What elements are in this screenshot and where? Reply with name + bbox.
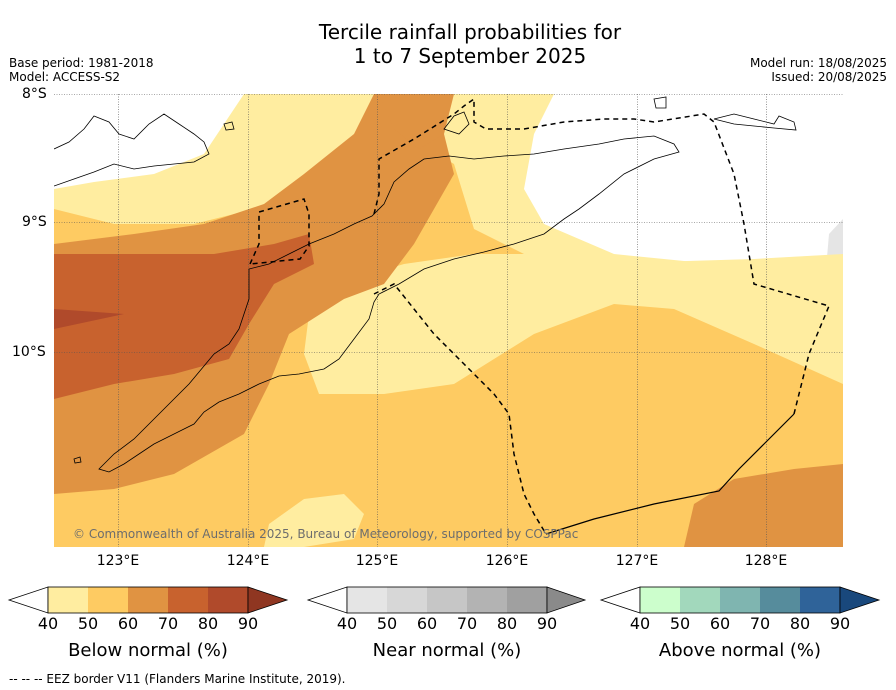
near-normal-tick-label: 60: [416, 614, 438, 633]
prob-band-60-70-southeast: [684, 464, 843, 547]
map-title-line1: Tercile rainfall probabilities for: [318, 20, 622, 44]
lon-label-126e: 126°E: [485, 553, 529, 569]
near-normal-colorbar-segment: [467, 587, 507, 613]
coastline-islet-4: [73, 456, 82, 464]
copyright-notice: © Commonwealth of Australia 2025, Bureau…: [73, 527, 579, 541]
near-normal-colorbar-segment: [387, 587, 427, 613]
below-normal-colorbar-title: Below normal (%): [68, 640, 228, 661]
above-normal-tick-label: 50: [669, 614, 691, 633]
lat-label-9s: 9°S: [22, 214, 47, 230]
lat-label-10s: 10°S: [12, 344, 46, 360]
below-normal-tick-label: 60: [117, 614, 139, 633]
below-normal-colorbar-segment: [128, 587, 168, 613]
prob-band-80-90: [54, 309, 124, 329]
lon-label-123e: 123°E: [96, 553, 140, 569]
near-normal-tick-label: 90: [536, 614, 558, 633]
above-normal-colorbar-segment: [800, 587, 840, 613]
above-normal-colorbar-segment: [640, 587, 680, 613]
no-signal-region-west: [54, 94, 244, 189]
eez-footnote: -- -- -- EEZ border V11 (Flanders Marine…: [9, 672, 346, 686]
eez-border-south: [373, 283, 547, 535]
near-normal-colorbar-under: [306, 586, 348, 614]
near-normal-colorbar-segment: [427, 587, 467, 613]
above-normal-tick-label: 70: [749, 614, 771, 633]
near-normal-tick-label: 40: [336, 614, 358, 633]
map-title-line2: 1 to 7 September 2025: [353, 44, 587, 68]
below-normal-colorbar-segment: [208, 587, 248, 613]
coastline-islands-east: [713, 113, 797, 131]
below-normal-tick-label: 50: [77, 614, 99, 633]
above-normal-colorbar-segment: [720, 587, 760, 613]
forecast-map: [54, 94, 843, 547]
colorbar-legend: [7, 586, 881, 614]
below-normal-colorbar-over: [247, 586, 289, 614]
near-normal-tick-label: 80: [496, 614, 518, 633]
near-normal-colorbar-title: Near normal (%): [372, 640, 522, 661]
lat-label-8s: 8°S: [22, 86, 47, 102]
below-normal-colorbar-under: [7, 586, 49, 614]
above-normal-colorbar-segment: [760, 587, 800, 613]
prob-band-60-70-northpatch: [379, 94, 454, 149]
below-normal-tick-label: 70: [157, 614, 179, 633]
coastline-islet-1: [443, 111, 470, 135]
above-normal-colorbar-title: Above normal (%): [658, 640, 822, 661]
below-normal-tick-label: 40: [37, 614, 59, 633]
above-normal-tick-label: 60: [709, 614, 731, 633]
above-normal-tick-label: 40: [629, 614, 651, 633]
below-normal-colorbar-segment: [168, 587, 208, 613]
coastline-north-islands: [54, 113, 210, 187]
near-normal-colorbar-segment: [507, 587, 547, 613]
below-normal-colorbar-segment: [48, 587, 88, 613]
lon-label-125e: 125°E: [355, 553, 399, 569]
above-normal-colorbar-segment: [680, 587, 720, 613]
lon-label-124e: 124°E: [226, 553, 270, 569]
prob-band-40-50-south: [264, 494, 364, 547]
near-normal-tick-label: 50: [376, 614, 398, 633]
coastline-timor: [98, 135, 680, 473]
below-normal-tick-label: 90: [237, 614, 259, 633]
above-normal-tick-label: 90: [829, 614, 851, 633]
model-text: Model: ACCESS-S2: [9, 70, 121, 84]
coastline-islet-3: [223, 121, 235, 131]
no-signal-region-east: [524, 94, 843, 269]
lon-label-127e: 127°E: [615, 553, 659, 569]
near-normal-tick-label: 70: [456, 614, 478, 633]
near-normal-colorbar-over: [546, 586, 587, 614]
shared-border-south: [545, 413, 795, 535]
model-run-text: Model run: 18/08/2025: [749, 56, 887, 70]
below-normal-colorbar-segment: [88, 587, 128, 613]
lon-label-128e: 128°E: [744, 553, 788, 569]
above-normal-colorbar-under: [599, 586, 641, 614]
issued-text: Issued: 20/08/2025: [771, 70, 887, 84]
below-normal-tick-label: 80: [197, 614, 219, 633]
eez-border: [249, 97, 831, 415]
near-normal-colorbar-segment: [347, 587, 387, 613]
coastline-islet-2: [653, 96, 667, 109]
prob-band-40-50-center: [304, 254, 843, 394]
graticule: [54, 94, 843, 547]
base-period-text: Base period: 1981-2018: [9, 56, 154, 70]
above-normal-colorbar-over: [839, 586, 881, 614]
above-normal-tick-label: 80: [789, 614, 811, 633]
